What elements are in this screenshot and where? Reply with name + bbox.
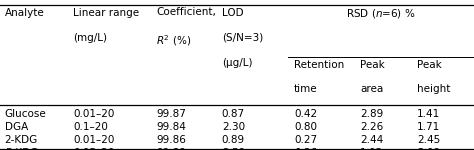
Text: 0.05–20: 0.05–20 (73, 148, 115, 150)
Text: 2.89: 2.89 (360, 109, 383, 119)
Text: Analyte: Analyte (5, 8, 45, 18)
Text: 0.01–20: 0.01–20 (73, 109, 115, 119)
Text: 0.80: 0.80 (294, 122, 317, 132)
Text: 2.30: 2.30 (222, 122, 245, 132)
Text: 5-KDG: 5-KDG (5, 148, 38, 150)
Text: 0.27: 0.27 (294, 135, 317, 145)
Text: 1.71: 1.71 (417, 122, 440, 132)
Text: 1.03: 1.03 (360, 148, 383, 150)
Text: 99.87: 99.87 (156, 109, 186, 119)
Text: DGA: DGA (5, 122, 28, 132)
Text: height: height (417, 84, 450, 94)
Text: Linear range: Linear range (73, 8, 140, 18)
Text: 2.09: 2.09 (417, 148, 440, 150)
Text: RSD ($n$=6) %: RSD ($n$=6) % (346, 8, 416, 21)
Text: $R^2$ (%): $R^2$ (%) (156, 33, 191, 48)
Text: 99.89: 99.89 (156, 148, 186, 150)
Text: Coefficient,: Coefficient, (156, 8, 216, 18)
Text: (mg/L): (mg/L) (73, 33, 108, 43)
Text: 99.86: 99.86 (156, 135, 186, 145)
Text: 2-KDG: 2-KDG (5, 135, 38, 145)
Text: 2.26: 2.26 (360, 122, 383, 132)
Text: 0.01–20: 0.01–20 (73, 135, 115, 145)
Text: 2.45: 2.45 (417, 135, 440, 145)
Text: area: area (360, 84, 383, 94)
Text: 0.36: 0.36 (294, 148, 317, 150)
Text: Retention: Retention (294, 60, 344, 70)
Text: 2.44: 2.44 (360, 135, 383, 145)
Text: 1.41: 1.41 (417, 109, 440, 119)
Text: 2.59: 2.59 (222, 148, 245, 150)
Text: 0.89: 0.89 (222, 135, 245, 145)
Text: 0.42: 0.42 (294, 109, 317, 119)
Text: LOD: LOD (222, 8, 244, 18)
Text: 99.84: 99.84 (156, 122, 186, 132)
Text: Peak: Peak (360, 60, 385, 70)
Text: time: time (294, 84, 318, 94)
Text: 0.87: 0.87 (222, 109, 245, 119)
Text: (μg/L): (μg/L) (222, 58, 252, 69)
Text: Peak: Peak (417, 60, 442, 70)
Text: Glucose: Glucose (5, 109, 46, 119)
Text: 0.1–20: 0.1–20 (73, 122, 109, 132)
Text: (S/N=3): (S/N=3) (222, 33, 263, 43)
